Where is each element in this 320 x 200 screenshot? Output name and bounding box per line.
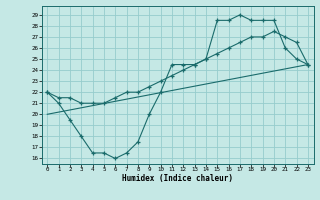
X-axis label: Humidex (Indice chaleur): Humidex (Indice chaleur)	[122, 174, 233, 183]
